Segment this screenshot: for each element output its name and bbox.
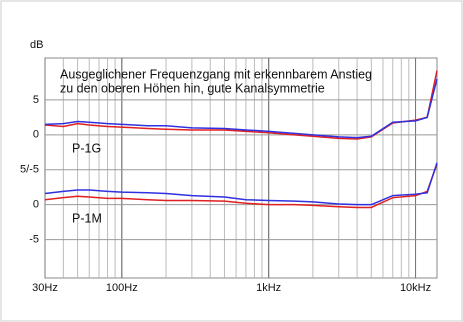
- y-tick-label: 5: [33, 94, 39, 106]
- series-line: [44, 78, 438, 139]
- group-label: P-1G: [72, 141, 101, 155]
- x-tick-label: 1kHz: [256, 282, 281, 294]
- x-tick-label: 30Hz: [32, 282, 58, 294]
- x-tick-label: 100Hz: [106, 282, 138, 294]
- y-tick-label: 5/-5: [20, 164, 39, 176]
- series-line: [44, 163, 438, 209]
- annotation: Ausgeglichener Frequenzgang mit erkennba…: [60, 67, 372, 81]
- y-tick-label: -5: [29, 233, 39, 245]
- y-tick-label: 0: [33, 129, 39, 141]
- group-label: P-1M: [72, 211, 102, 225]
- x-tick-label: 10kHz: [400, 282, 431, 294]
- annotation: zu den oberen Höhen hin, gute Kanalsymme…: [60, 81, 325, 95]
- y-unit: dB: [30, 39, 43, 51]
- y-tick-label: 0: [33, 199, 39, 211]
- series-line: [44, 162, 438, 206]
